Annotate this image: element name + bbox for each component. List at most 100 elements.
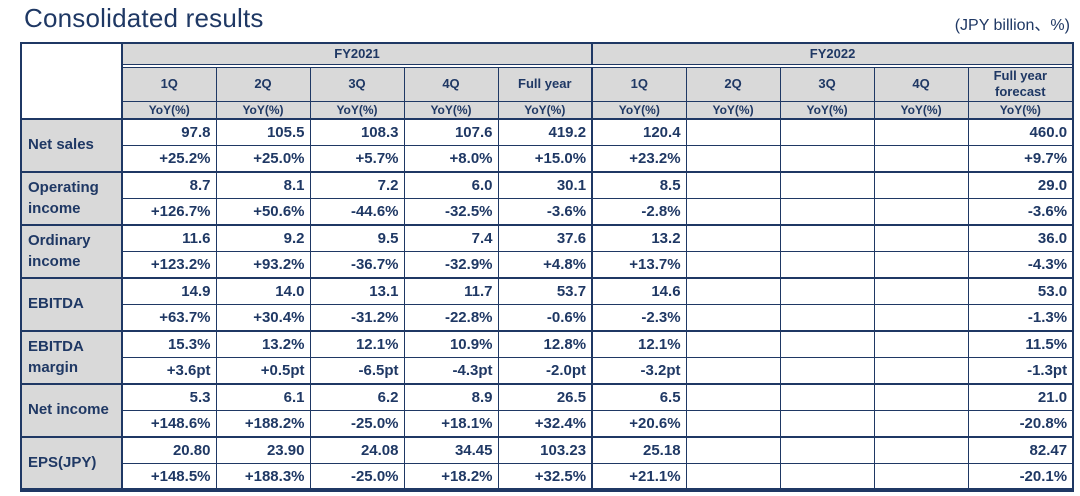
value-cell: 8.1 bbox=[215, 171, 311, 200]
value-cell: 120.4 bbox=[591, 118, 687, 147]
metric-value-row: Net sales 97.8 105.5 108.3 107.6 419.2 120.4 46… bbox=[20, 118, 1074, 173]
value-cell: 53.0 bbox=[967, 277, 1074, 306]
metric-value-row: Ordinary income 11.6 9.2 9.5 7.4 37.6 13.2 36.0 bbox=[20, 224, 1074, 279]
yoy-cell bbox=[873, 198, 969, 226]
yoy-cell bbox=[779, 304, 875, 332]
yoy-cell: -22.8% bbox=[403, 304, 499, 332]
yoy-cell: -4.3pt bbox=[403, 357, 499, 385]
yoy-cell bbox=[873, 145, 969, 173]
yoy-cell: +18.1% bbox=[403, 410, 499, 438]
quarter-header: 4Q bbox=[403, 66, 499, 103]
yoy-cell: +63.7% bbox=[121, 304, 217, 332]
yoy-cell: -20.8% bbox=[967, 410, 1074, 438]
value-cell: 8.9 bbox=[403, 383, 499, 412]
value-cell: 14.0 bbox=[215, 277, 311, 306]
yoy-cell bbox=[873, 251, 969, 279]
yoy-subheader: YoY(%) bbox=[215, 101, 311, 120]
metric-yoy-row: +25.2% +25.0% +5.7% +8.0% +15.0% +23.2% +9.7% bbox=[21, 145, 1074, 173]
yoy-cell bbox=[685, 463, 781, 491]
yoy-cell: +50.6% bbox=[215, 198, 311, 226]
value-cell bbox=[779, 330, 875, 359]
yoy-cell: +3.6pt bbox=[121, 357, 217, 385]
value-cell bbox=[873, 118, 969, 147]
yoy-cell bbox=[685, 145, 781, 173]
yoy-cell bbox=[873, 357, 969, 385]
yoy-subheader: YoY(%) bbox=[403, 101, 499, 120]
quarter-header: 3Q bbox=[309, 66, 405, 103]
value-cell bbox=[873, 224, 969, 253]
metric-yoy-row: +148.6% +188.2% -25.0% +18.1% +32.4% +20.6% -2… bbox=[21, 410, 1074, 438]
header-gap-row bbox=[21, 64, 1074, 67]
yoy-cell bbox=[685, 198, 781, 226]
yoy-cell: +148.6% bbox=[121, 410, 217, 438]
value-cell: 9.2 bbox=[215, 224, 311, 253]
metric-yoy-row: +63.7% +30.4% -31.2% -22.8% -0.6% -2.3% -1.3% bbox=[21, 304, 1074, 332]
unit-note: (JPY billion、%) bbox=[954, 16, 1070, 34]
value-cell: 29.0 bbox=[967, 171, 1074, 200]
value-cell: 23.90 bbox=[215, 436, 311, 465]
yoy-cell: -31.2% bbox=[309, 304, 405, 332]
yoy-cell bbox=[779, 463, 875, 491]
yoy-cell bbox=[873, 410, 969, 438]
value-cell bbox=[685, 118, 781, 147]
value-cell: 82.47 bbox=[967, 436, 1074, 465]
value-cell: 8.7 bbox=[121, 171, 217, 200]
yoy-cell: -36.7% bbox=[309, 251, 405, 279]
value-cell: 15.3% bbox=[121, 330, 217, 359]
value-cell: 34.45 bbox=[403, 436, 499, 465]
yoy-cell: -25.0% bbox=[309, 410, 405, 438]
yoy-cell: -44.6% bbox=[309, 198, 405, 226]
value-cell: 25.18 bbox=[591, 436, 687, 465]
value-cell: 11.5% bbox=[967, 330, 1074, 359]
value-cell: 14.6 bbox=[591, 277, 687, 306]
yoy-cell bbox=[779, 410, 875, 438]
yoy-subheader: YoY(%) bbox=[121, 101, 217, 120]
quarter-header: 1Q bbox=[591, 66, 687, 103]
fiscal-year-header-row: FY2021 FY2022 bbox=[20, 42, 1074, 120]
value-cell: 460.0 bbox=[967, 118, 1074, 147]
value-cell: 97.8 bbox=[121, 118, 217, 147]
yoy-cell: +188.2% bbox=[215, 410, 311, 438]
metric-value-row: EBITDA 14.9 14.0 13.1 11.7 53.7 14.6 53.0 bbox=[20, 277, 1074, 332]
value-cell: 9.5 bbox=[309, 224, 405, 253]
value-cell: 37.6 bbox=[497, 224, 593, 253]
metric-value-row: EPS(JPY) 20.80 23.90 24.08 34.45 103.23 25.18 8… bbox=[20, 436, 1074, 491]
yoy-cell: +8.0% bbox=[403, 145, 499, 173]
metric-yoy-row: +3.6pt +0.5pt -6.5pt -4.3pt -2.0pt -3.2pt -1.3… bbox=[21, 357, 1074, 385]
quarter-header-row: 1Q 2Q 3Q 4Q Full year 1Q 2Q 3Q 4Q Full year forec… bbox=[21, 66, 1074, 103]
value-cell bbox=[873, 330, 969, 359]
yoy-cell: +18.2% bbox=[403, 463, 499, 491]
yoy-cell: -0.6% bbox=[497, 304, 593, 332]
value-cell bbox=[779, 436, 875, 465]
yoy-cell bbox=[779, 145, 875, 173]
value-cell: 7.2 bbox=[309, 171, 405, 200]
metric-value-row: Operating income 8.7 8.1 7.2 6.0 30.1 8.5 29.0 bbox=[20, 171, 1074, 226]
value-cell: 108.3 bbox=[309, 118, 405, 147]
yoy-cell: +9.7% bbox=[967, 145, 1074, 173]
value-cell: 13.2 bbox=[591, 224, 687, 253]
row-label: Operating income bbox=[20, 171, 123, 226]
value-cell: 20.80 bbox=[121, 436, 217, 465]
value-cell bbox=[779, 383, 875, 412]
value-cell: 6.2 bbox=[309, 383, 405, 412]
yoy-cell: +30.4% bbox=[215, 304, 311, 332]
fy2021-group-header: FY2021 bbox=[121, 42, 593, 65]
value-cell bbox=[873, 383, 969, 412]
value-cell: 11.7 bbox=[403, 277, 499, 306]
yoy-subheader: YoY(%) bbox=[591, 101, 687, 120]
yoy-cell: -6.5pt bbox=[309, 357, 405, 385]
yoy-cell: +21.1% bbox=[591, 463, 687, 491]
yoy-cell: -3.6% bbox=[967, 198, 1074, 226]
yoy-cell bbox=[685, 251, 781, 279]
yoy-cell: +15.0% bbox=[497, 145, 593, 173]
yoy-cell: -20.1% bbox=[967, 463, 1074, 491]
value-cell bbox=[685, 436, 781, 465]
yoy-cell: -32.5% bbox=[403, 198, 499, 226]
value-cell: 14.9 bbox=[121, 277, 217, 306]
yoy-cell bbox=[685, 304, 781, 332]
value-cell: 103.23 bbox=[497, 436, 593, 465]
quarter-header: 4Q bbox=[873, 66, 969, 103]
yoy-cell: +148.5% bbox=[121, 463, 217, 491]
yoy-cell: -1.3% bbox=[967, 304, 1074, 332]
